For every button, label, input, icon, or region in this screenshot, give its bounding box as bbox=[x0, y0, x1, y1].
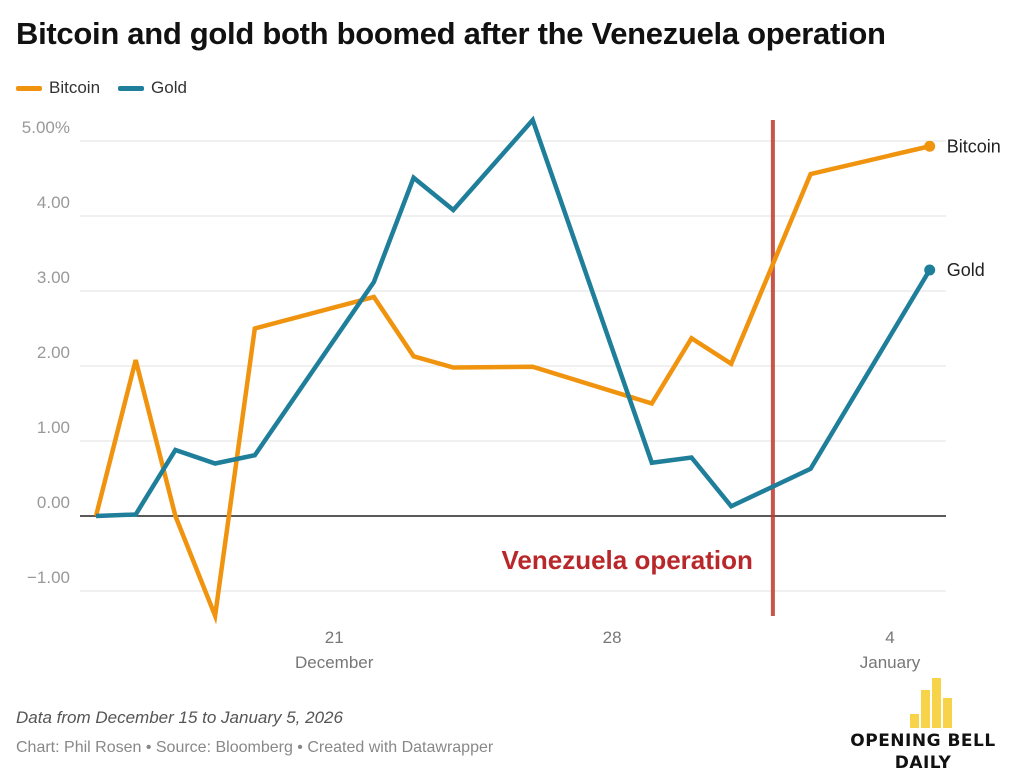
x-tick-sublabel: January bbox=[860, 653, 921, 672]
legend-item-gold: Gold bbox=[118, 78, 187, 98]
x-tick-label: 4 bbox=[885, 628, 894, 647]
legend: Bitcoin Gold bbox=[16, 78, 187, 98]
x-tick-sublabel: December bbox=[295, 653, 374, 672]
series-line-bitcoin bbox=[93, 144, 931, 625]
legend-label-bitcoin: Bitcoin bbox=[49, 78, 101, 97]
legend-label-gold: Gold bbox=[151, 78, 187, 97]
chart-byline: Chart: Phil Rosen • Source: Bloomberg • … bbox=[16, 739, 494, 756]
logo-line2: DAILY bbox=[894, 753, 952, 773]
y-tick-label: 3.00 bbox=[37, 268, 70, 287]
y-tick-label: 0.00 bbox=[37, 493, 70, 512]
data-point-bitcoin bbox=[924, 140, 936, 152]
x-tick-label: 28 bbox=[603, 628, 622, 647]
y-tick-label: −1.00 bbox=[27, 568, 70, 587]
y-tick-label: 2.00 bbox=[37, 343, 70, 362]
legend-swatch-gold bbox=[118, 85, 145, 91]
chart-notes: Data from December 15 to January 5, 2026 bbox=[16, 708, 343, 727]
data-point-gold bbox=[924, 264, 936, 276]
legend-item-bitcoin: Bitcoin bbox=[16, 78, 100, 98]
y-tick-label: 1.00 bbox=[37, 418, 70, 437]
legend-swatch-bitcoin bbox=[16, 85, 42, 91]
x-tick-label: 21 bbox=[325, 628, 344, 647]
opening-bell-daily-logo: OPENING BELL DAILY bbox=[838, 678, 1008, 776]
venezuela-operation-label: Venezuela operation bbox=[501, 545, 752, 575]
logo-bars-icon bbox=[910, 678, 952, 728]
series-end-label-gold: Gold bbox=[947, 260, 985, 280]
series-line-gold bbox=[95, 115, 932, 519]
logo-line1: OPENING BELL bbox=[850, 731, 996, 751]
y-tick-label: 5.00% bbox=[22, 118, 70, 137]
line-chart: 5.00% 4.00 3.00 2.00 1.00 0.00 −1.00 21 December… bbox=[22, 115, 1001, 672]
series-end-label-bitcoin: Bitcoin bbox=[947, 136, 1001, 156]
chart-title: Bitcoin and gold both boomed after the V… bbox=[16, 16, 886, 51]
y-tick-label: 4.00 bbox=[37, 193, 70, 212]
